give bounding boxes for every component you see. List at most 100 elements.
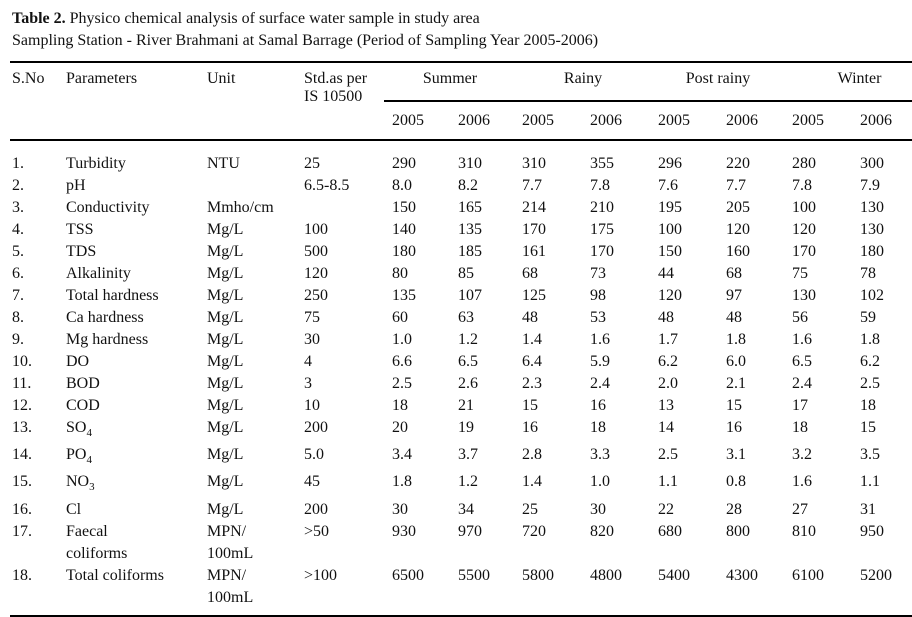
table-cell: 8. bbox=[12, 309, 24, 326]
table-row: 12. COD Mg/L 10 18 21 15 16 13 15 17 18 bbox=[10, 395, 912, 417]
table-cell: 175 bbox=[590, 221, 614, 238]
table-cell: 6.5 bbox=[792, 353, 813, 370]
table-cell: 2.3 bbox=[522, 375, 542, 392]
table-cell: 80 bbox=[392, 265, 408, 282]
table-cell: 120 bbox=[726, 221, 750, 238]
table-cell: 16 bbox=[522, 419, 538, 436]
table-cell: 1.4 bbox=[522, 473, 542, 491]
table-cell: 150 bbox=[392, 199, 416, 216]
table-cell: 3.3 bbox=[590, 446, 610, 464]
table-row: 1. Turbidity NTU 25 290 310 310 355 296 220 280 300 bbox=[10, 140, 912, 175]
table-cell: 100 bbox=[792, 199, 817, 216]
table-cell: 48 bbox=[726, 309, 742, 326]
table-cell: NO3 bbox=[64, 471, 205, 498]
formula-subscript: 4 bbox=[86, 454, 92, 467]
header-row: S.No Parameters Unit Std.as per IS 10500 Summ… bbox=[10, 62, 912, 105]
table-cell: MPN/100mL bbox=[205, 565, 302, 616]
table-cell: 810 bbox=[792, 522, 817, 540]
table-cell: 13 bbox=[658, 397, 674, 414]
table-cell: 7.7 bbox=[726, 177, 746, 194]
table-cell: 68 bbox=[522, 265, 538, 282]
table-cell: 25 bbox=[304, 155, 320, 172]
table-cell: 2.4 bbox=[590, 375, 610, 392]
formula-base: PO bbox=[66, 446, 87, 464]
table-cell: 56 bbox=[792, 309, 809, 326]
year-header: 2006 bbox=[726, 112, 758, 129]
table-row: 5. TDS Mg/L 500 180 185 161 170 150 160 170 180 bbox=[10, 241, 912, 263]
table-cell: 9. bbox=[12, 331, 24, 348]
table-cell: 135 bbox=[458, 221, 482, 238]
table-cell: 3.2 bbox=[792, 446, 813, 464]
table-cell: 800 bbox=[726, 522, 750, 540]
table-cell: 6. bbox=[12, 265, 24, 282]
table-cell: 1.8 bbox=[392, 473, 412, 491]
table-row: 17. Faecal coliforms MPN/100mL >50 930 970 720 8… bbox=[10, 521, 912, 565]
table-cell: NTU bbox=[207, 155, 240, 172]
table-cell: 2.5 bbox=[658, 446, 678, 464]
table-cell: 15 bbox=[860, 419, 877, 436]
table-cell: 2.0 bbox=[658, 375, 678, 392]
table-cell: 130 bbox=[860, 221, 885, 238]
table-cell: 195 bbox=[658, 199, 682, 216]
table-cell: 2.5 bbox=[392, 375, 412, 392]
table-cell: 18 bbox=[860, 397, 877, 414]
table-cell: 170 bbox=[792, 243, 817, 260]
table-cell: 18. bbox=[12, 566, 32, 584]
table-cell: PO4 bbox=[64, 444, 205, 471]
table-cell: 214 bbox=[522, 199, 546, 216]
table-cell: Alkalinity bbox=[66, 265, 131, 282]
caption-label: Table 2. bbox=[12, 10, 66, 27]
table-cell: 10. bbox=[12, 353, 32, 370]
table-cell: 3.7 bbox=[458, 446, 478, 464]
year-header: 2005 bbox=[658, 112, 690, 129]
table-cell: 4 bbox=[304, 353, 312, 370]
table-cell: BOD bbox=[66, 375, 100, 392]
table-cell: 170 bbox=[522, 221, 546, 238]
year-header: 2006 bbox=[590, 112, 622, 129]
table-cell: 180 bbox=[860, 243, 885, 260]
cell-line: Std.as per bbox=[304, 70, 368, 87]
table-cell: 59 bbox=[860, 309, 877, 326]
table-cell: COD bbox=[66, 397, 100, 414]
table-cell: 97 bbox=[726, 287, 742, 304]
table-cell: 28 bbox=[726, 500, 742, 518]
table-cell: 34 bbox=[458, 500, 474, 518]
table-cell: 930 bbox=[392, 522, 416, 540]
table-cell: 17 bbox=[792, 397, 809, 414]
table-cell: 5800 bbox=[522, 566, 554, 584]
table-cell: 16 bbox=[590, 397, 606, 414]
table-cell: 7.6 bbox=[658, 177, 678, 194]
table-cell: 5400 bbox=[658, 566, 690, 584]
table-cell: Mg/L bbox=[207, 287, 244, 304]
table-cell: 8.2 bbox=[458, 177, 478, 194]
table-cell: 200 bbox=[304, 419, 328, 436]
table-cell: 2.6 bbox=[458, 375, 478, 392]
table-cell: 970 bbox=[458, 522, 482, 540]
table-cell: 310 bbox=[522, 155, 546, 172]
table-cell: Mg hardness bbox=[66, 331, 149, 348]
table-row: 11. BOD Mg/L 3 2.5 2.6 2.3 2.4 2.0 2.1 2.4 2.5 bbox=[10, 373, 912, 395]
table-cell: 160 bbox=[726, 243, 750, 260]
table-cell: 120 bbox=[792, 221, 817, 238]
table-row: 2. pH 6.5-8.5 8.0 8.2 7.7 7.8 7.6 7.7 7.8 7.9 bbox=[10, 175, 912, 197]
table-cell: >50 bbox=[304, 522, 330, 540]
table-cell: 1.7 bbox=[658, 331, 678, 348]
table-cell: 2.4 bbox=[792, 375, 813, 392]
table-row: 18. Total coliforms MPN/100mL >100 6500 5500 5… bbox=[10, 565, 912, 616]
table-cell: 1. bbox=[12, 155, 24, 172]
table-row: 9. Mg hardness Mg/L 30 1.0 1.2 1.4 1.6 1.7 1.8 1.6… bbox=[10, 329, 912, 351]
table-cell: 290 bbox=[392, 155, 416, 172]
table-cell: Mmho/cm bbox=[207, 199, 274, 216]
table-cell: 63 bbox=[458, 309, 474, 326]
table-cell: 48 bbox=[522, 309, 538, 326]
table-cell: 820 bbox=[590, 522, 614, 540]
table-cell: 18 bbox=[792, 419, 809, 436]
table-cell: Mg/L bbox=[207, 419, 244, 436]
table-cell: 150 bbox=[658, 243, 682, 260]
table-cell: 60 bbox=[392, 309, 408, 326]
table-cell: MPN/100mL bbox=[205, 521, 302, 565]
table-row: 13. SO4 Mg/L 200 20 19 16 18 14 16 18 15 bbox=[10, 417, 912, 444]
formula-base: SO bbox=[66, 419, 87, 436]
table-cell: 4800 bbox=[590, 566, 622, 584]
table-cell: 720 bbox=[522, 522, 546, 540]
